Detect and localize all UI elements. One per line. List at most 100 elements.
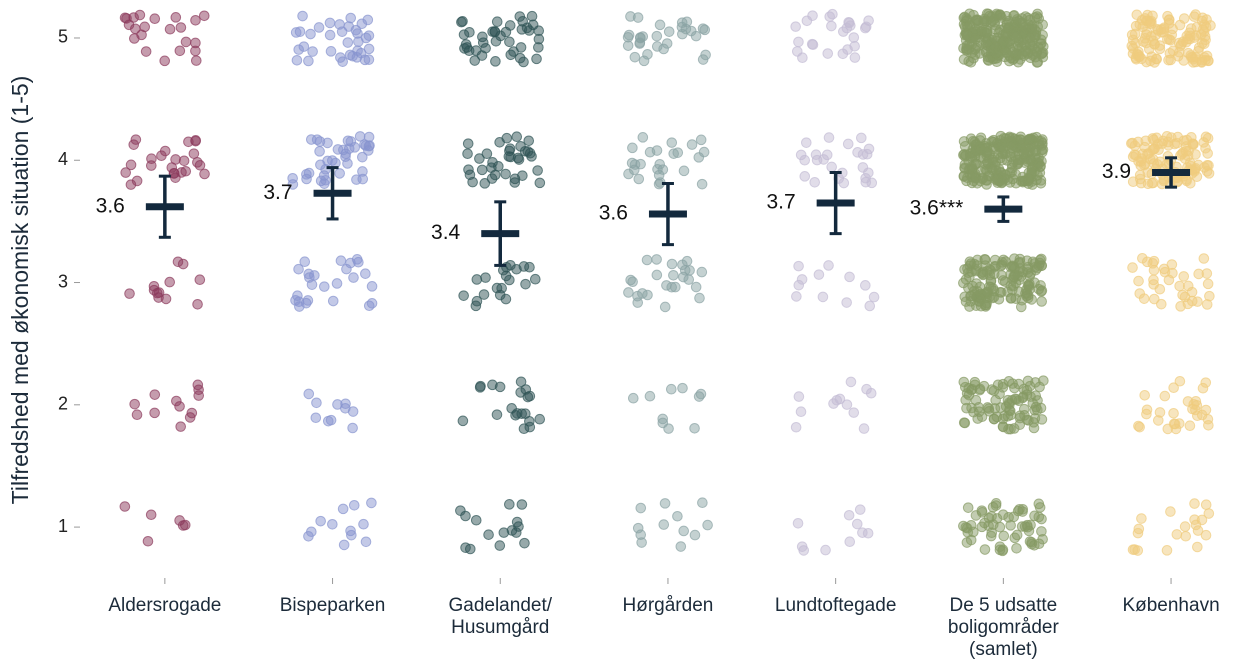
dot (851, 518, 863, 530)
dot (315, 515, 326, 527)
dot (807, 10, 818, 21)
dot (848, 32, 860, 43)
dot (1032, 395, 1043, 406)
dot (844, 271, 855, 283)
dot (1022, 156, 1033, 167)
dot (363, 54, 375, 65)
dot (366, 298, 378, 309)
dot (156, 150, 167, 162)
dot (511, 131, 523, 143)
dot (347, 422, 358, 434)
dot (858, 423, 870, 434)
dot (1004, 133, 1015, 144)
dot (793, 391, 805, 402)
dot (477, 37, 489, 48)
dot (505, 49, 517, 61)
dot (635, 158, 646, 170)
dot (1010, 293, 1022, 304)
dot (1168, 382, 1179, 394)
dot (345, 525, 356, 537)
dot (632, 12, 644, 23)
dot (1133, 275, 1144, 287)
dot (641, 254, 653, 266)
dot (324, 17, 336, 29)
dot (1165, 506, 1176, 517)
dot (319, 178, 330, 189)
dot (1021, 519, 1033, 531)
dot (130, 134, 142, 145)
dot (681, 255, 693, 267)
dot (342, 135, 354, 147)
x-tick-label: Lundtoftegade (774, 595, 897, 616)
dot (841, 297, 852, 308)
dot (1158, 175, 1170, 187)
dot (159, 55, 171, 67)
dot (1004, 177, 1016, 188)
dot (520, 278, 531, 290)
dot (790, 21, 801, 32)
dot (1017, 171, 1028, 183)
dot (966, 161, 977, 172)
dot (837, 48, 849, 60)
dot (998, 530, 1010, 542)
dot (1189, 514, 1200, 525)
dot (299, 256, 311, 268)
dot (683, 274, 695, 285)
dot (192, 379, 204, 391)
dot (523, 135, 535, 147)
dot (1180, 530, 1192, 542)
dot (515, 376, 527, 388)
dot (1201, 160, 1213, 171)
dot (622, 31, 634, 43)
dot (700, 49, 711, 61)
dot (353, 36, 364, 47)
dot (1159, 390, 1171, 402)
dot (338, 539, 350, 551)
dot (464, 543, 476, 555)
dot (340, 402, 351, 414)
dot (790, 421, 802, 433)
dot (1198, 26, 1210, 37)
dot (809, 177, 821, 188)
dot (977, 173, 988, 185)
dot (160, 293, 172, 305)
dot (327, 518, 338, 530)
dot (666, 258, 678, 270)
dot (857, 149, 869, 160)
dot (1024, 14, 1035, 26)
dot (1029, 277, 1040, 288)
dot (1147, 144, 1159, 155)
dot (522, 391, 534, 403)
dot (313, 22, 325, 33)
dot (1004, 404, 1015, 416)
mean-label: 3.9 (1102, 160, 1131, 183)
dot (799, 171, 811, 182)
dot (180, 165, 192, 177)
dot (500, 168, 511, 180)
dot (1002, 286, 1013, 298)
dot (1036, 526, 1047, 537)
dot (174, 45, 186, 57)
dot (524, 261, 535, 273)
dot (1204, 290, 1215, 302)
dot (1200, 499, 1212, 511)
dot (623, 287, 634, 298)
dot (791, 46, 803, 57)
dot (348, 499, 360, 511)
dot (1011, 529, 1023, 541)
dot (677, 382, 688, 394)
dot (1021, 290, 1032, 302)
dot (868, 291, 880, 303)
dot (1020, 45, 1031, 57)
dot (178, 155, 190, 167)
dot (981, 157, 993, 168)
dot (1163, 18, 1175, 29)
dot (972, 286, 983, 297)
dot (831, 394, 843, 406)
dot (1175, 301, 1186, 312)
dot (661, 280, 672, 291)
dot (1148, 293, 1160, 305)
y-tick-label: 5 (58, 27, 68, 47)
dot (693, 391, 705, 402)
